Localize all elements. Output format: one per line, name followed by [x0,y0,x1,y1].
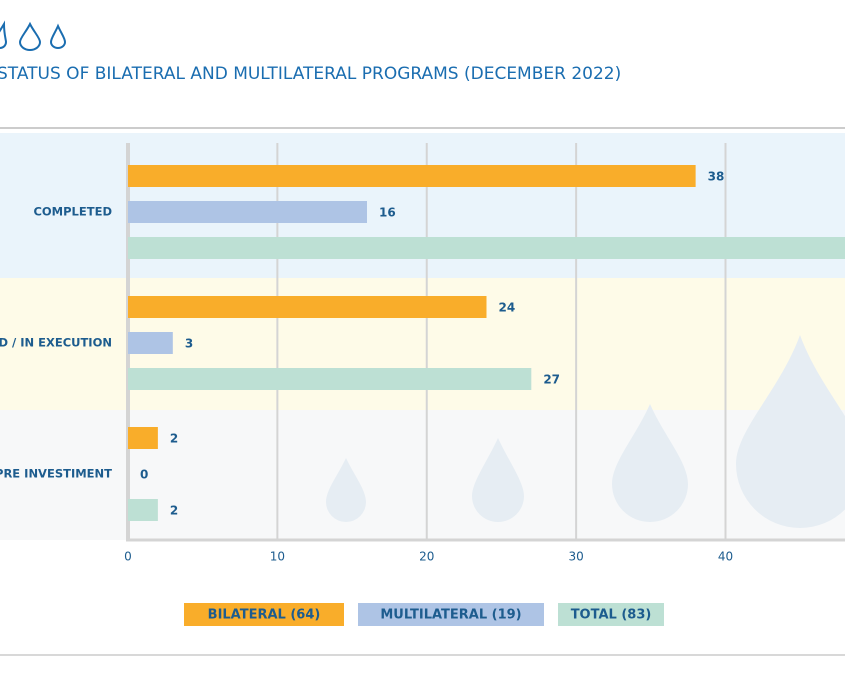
bar [128,165,696,187]
bar [128,368,532,390]
bar [128,237,845,259]
bar [128,499,158,521]
legend-swatch [184,603,344,626]
chart-title: STATUS OF BILATERAL AND MULTILATERAL PRO… [0,64,621,84]
x-tick-label: 30 [568,550,583,564]
value-label: 16 [379,206,396,220]
legend-swatch [358,603,544,626]
bg-drops [326,335,845,528]
category-label: ED / IN EXECUTION [0,336,112,350]
value-label: 24 [499,301,516,315]
category-label: COMPLETED [33,205,112,219]
bar [128,332,173,354]
value-label: 2 [170,432,178,446]
bar [128,201,367,223]
legend-swatch [558,603,664,626]
value-label: 3 [185,337,193,351]
drop-icons [0,20,67,51]
value-label: 0 [140,468,148,482]
x-tick-label: 0 [124,550,132,564]
x-tick-label: 40 [718,550,733,564]
bar [128,427,158,449]
value-label: 38 [708,170,725,184]
legend-label: BILATERAL (64) [208,608,321,623]
bar [128,296,487,318]
legend-label: MULTILATERAL (19) [380,608,521,623]
category-label: PRE INVESTIMENT [0,467,112,481]
legend-label: TOTAL (83) [571,608,652,623]
value-label: 27 [543,373,560,387]
x-tick-label: 10 [270,550,285,564]
value-label: 2 [170,504,178,518]
x-tick-label: 20 [419,550,434,564]
